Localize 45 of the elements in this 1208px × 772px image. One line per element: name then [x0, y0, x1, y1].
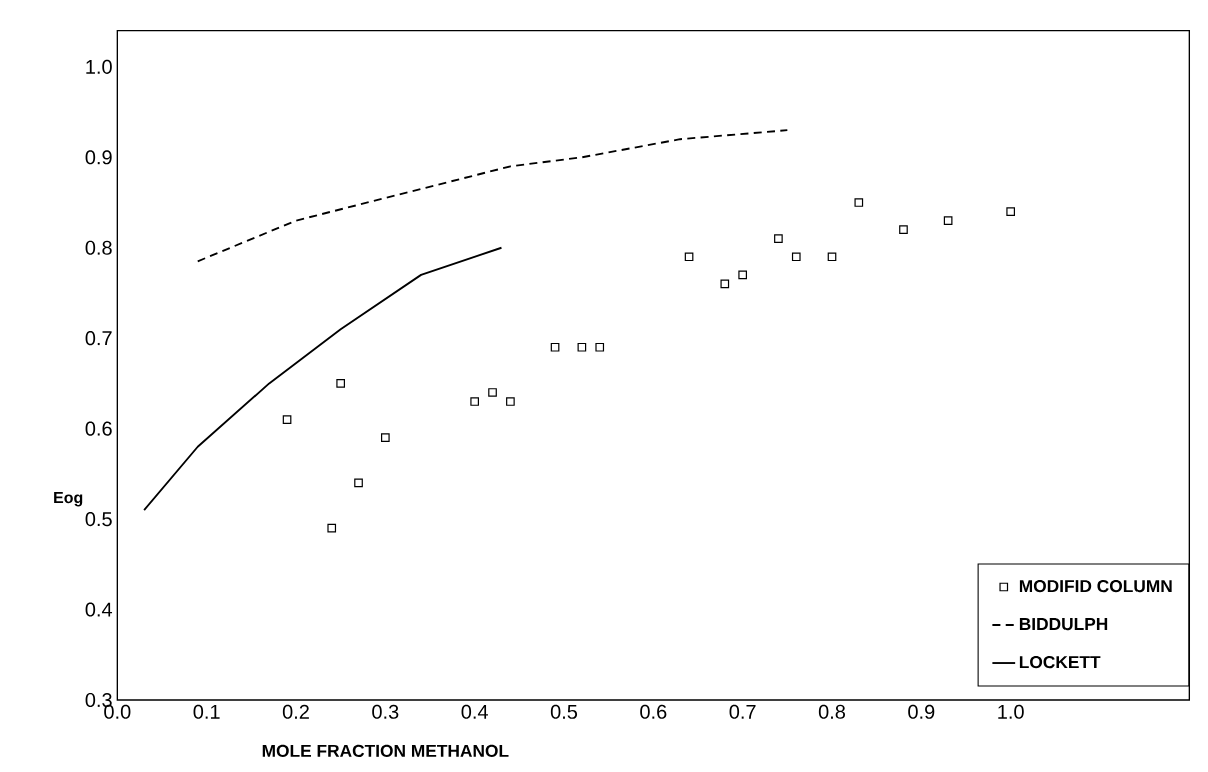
point	[684, 252, 694, 262]
point	[577, 342, 587, 352]
y-tick-label: 0.6	[85, 421, 112, 436]
point	[854, 198, 864, 207]
x-tick-label: 0.4	[461, 704, 488, 719]
x-tick-label: 0.8	[818, 704, 846, 719]
y-tick-label: 0.9	[85, 150, 112, 165]
point	[354, 478, 363, 488]
point	[470, 397, 479, 406]
point	[791, 252, 801, 262]
y-tick-label: 0.7	[85, 331, 112, 346]
x-tick-label: 0.2	[282, 704, 309, 719]
point	[827, 252, 837, 262]
point	[282, 415, 292, 424]
x-tick-label: 1.0	[998, 704, 1024, 719]
point	[943, 216, 953, 225]
point	[1006, 207, 1015, 216]
x-axis-title: MOLE FRACTION METHANOL	[262, 744, 509, 757]
x-tick-label: 0.5	[550, 704, 578, 719]
line-series	[196, 129, 789, 263]
x-tick-label: 0.1	[193, 704, 220, 719]
point	[336, 379, 345, 388]
point	[327, 523, 337, 533]
y-tick-label: 1.0	[86, 59, 112, 74]
point	[774, 234, 783, 244]
y-tick-label: 0.4	[85, 602, 113, 617]
x-tick-label: 0.6	[640, 704, 667, 719]
x-tick-label: 0.3	[372, 704, 399, 719]
legend-label: MODIFID COLUMN	[1019, 579, 1172, 593]
legend-label: BIDDULPH	[1019, 618, 1108, 631]
point	[720, 279, 730, 289]
point	[550, 342, 560, 352]
legend-label: LOCKETT	[1019, 655, 1101, 669]
x-tick-label: 0.9	[908, 704, 935, 719]
point	[506, 397, 515, 406]
point	[595, 342, 605, 352]
y-tick-label: 0.8	[85, 240, 112, 255]
point	[738, 270, 747, 280]
x-tick-label: 0.7	[729, 704, 756, 719]
line-series	[143, 246, 503, 511]
point	[488, 388, 497, 397]
y-tick-label: 0.5	[85, 512, 112, 527]
y-axis-title: Eog	[54, 492, 83, 507]
point	[899, 225, 908, 234]
point	[381, 433, 390, 443]
